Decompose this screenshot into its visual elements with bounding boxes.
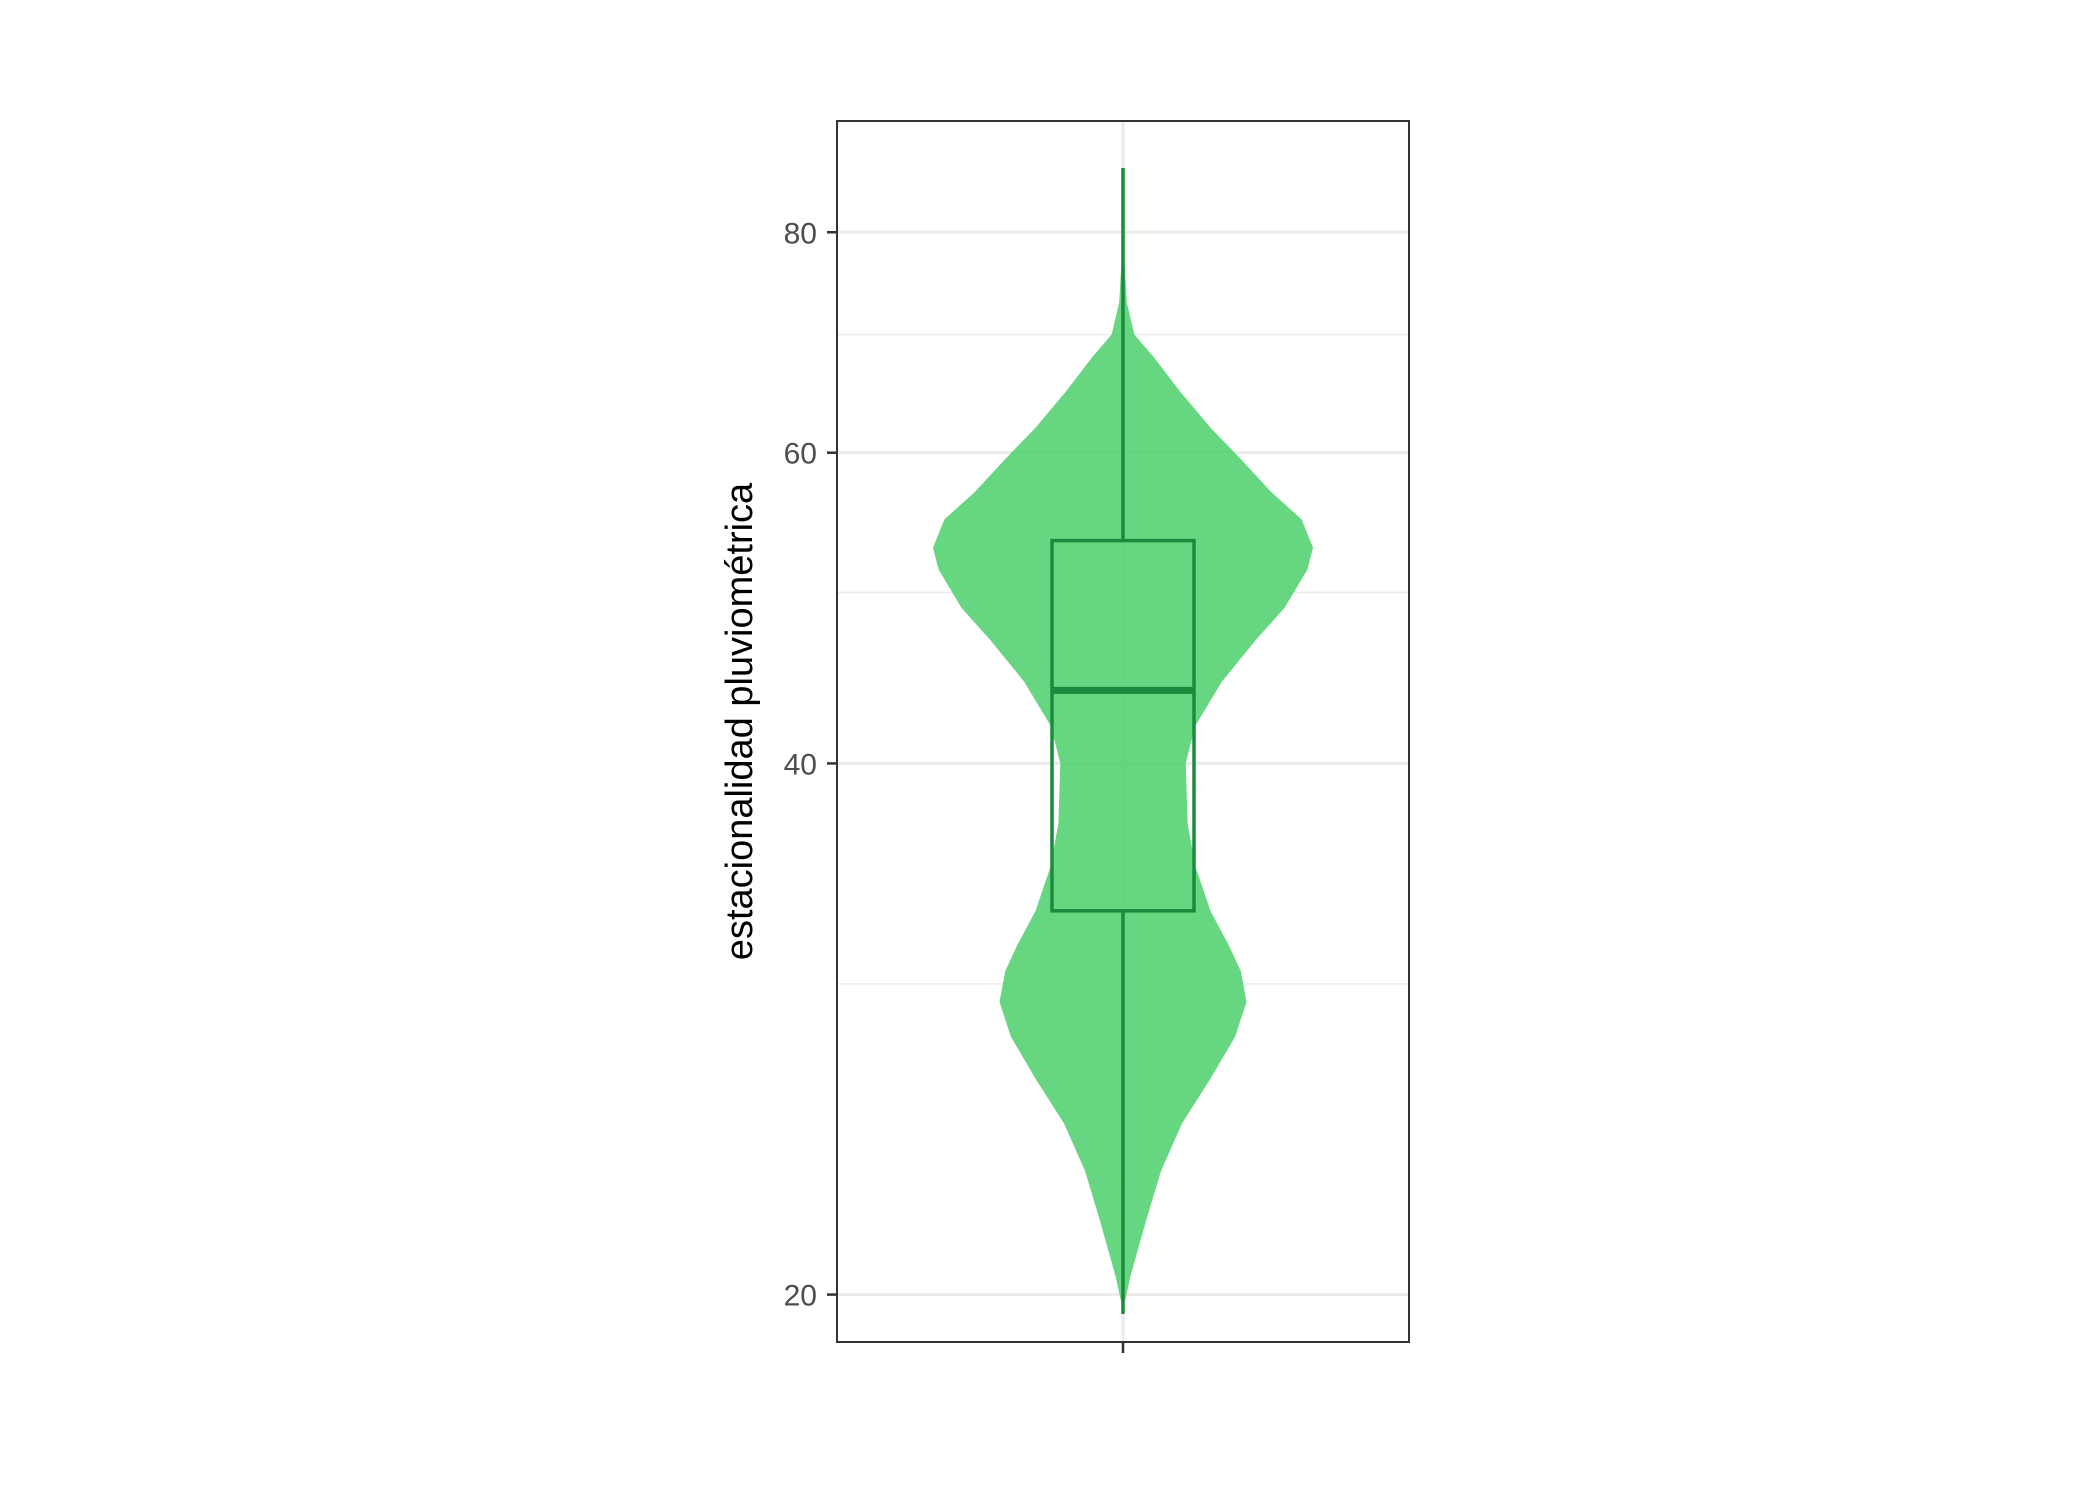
y-tick-label-80: 80 [784, 217, 817, 250]
y-axis-title: estacionalidad pluviométrica [719, 482, 761, 960]
y-tick-label-20: 20 [784, 1280, 817, 1313]
violin-body [933, 168, 1313, 1311]
y-tick-label-60: 60 [784, 438, 817, 471]
iqr-box [1050, 538, 1196, 913]
y-tick-label-40: 40 [784, 748, 817, 781]
